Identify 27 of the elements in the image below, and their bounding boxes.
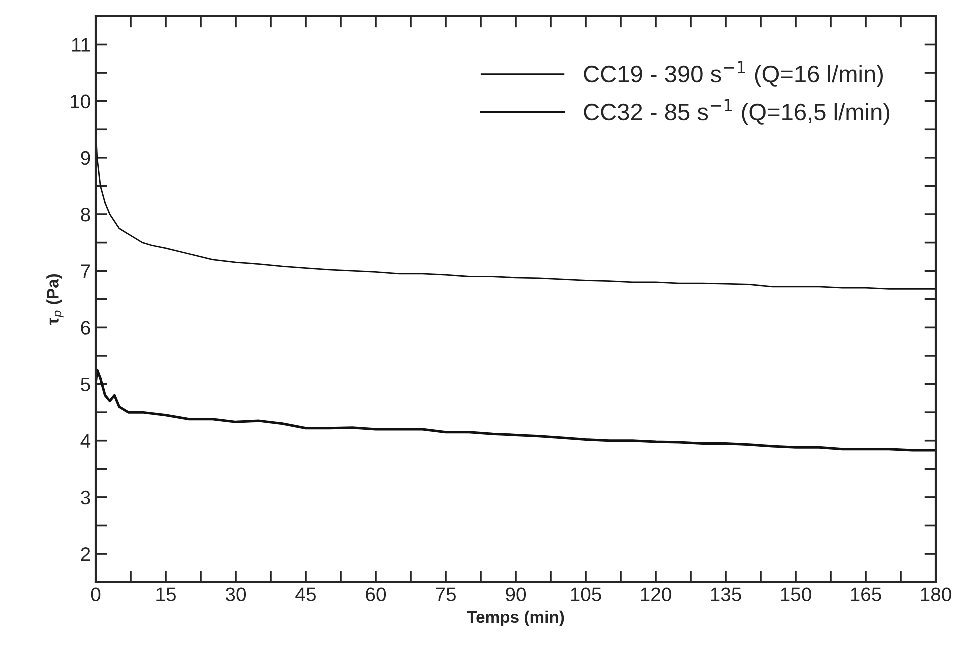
y-tick-label: 11 [72,38,90,52]
y-tick-label: 4 [80,434,91,448]
y-tick-label: 7 [81,264,90,278]
x-tick-label: 75 [436,588,456,602]
y-tick-label: 9 [81,151,90,166]
x-tick-label: 105 [571,588,602,602]
legend-label: CC19 - 390 s$^{−1}$ (Q=16 l/min) [584,61,884,88]
x-tick-label: 135 [711,588,742,602]
legend-label: CC32 - 85 s$^{−1}$ (Q=16,5 l/min) [584,99,890,126]
y-tick-label: 2 [81,548,90,562]
x-tick-label: 0 [91,588,101,602]
y-axis-title: τ$_{p}$ (Pa) [46,274,64,326]
y-tick-label: 8 [81,208,90,222]
y-tick-label: 10 [70,94,90,109]
x-tick-label: 45 [296,588,316,602]
x-tick-label: 120 [641,588,672,602]
x-tick-label: 30 [226,588,246,602]
x-tick-label: 165 [851,588,882,602]
x-tick-label: 180 [921,588,952,602]
y-tick-label: 5 [81,378,90,392]
x-tick-label: 150 [781,588,812,602]
y-tick-label: 6 [81,321,90,335]
y-tick-label: 3 [81,490,90,505]
x-axis-title: Temps (min) [467,610,564,626]
x-tick-label: 60 [366,588,386,602]
x-tick-label: 15 [156,588,176,602]
x-tick-label: 90 [506,588,526,602]
